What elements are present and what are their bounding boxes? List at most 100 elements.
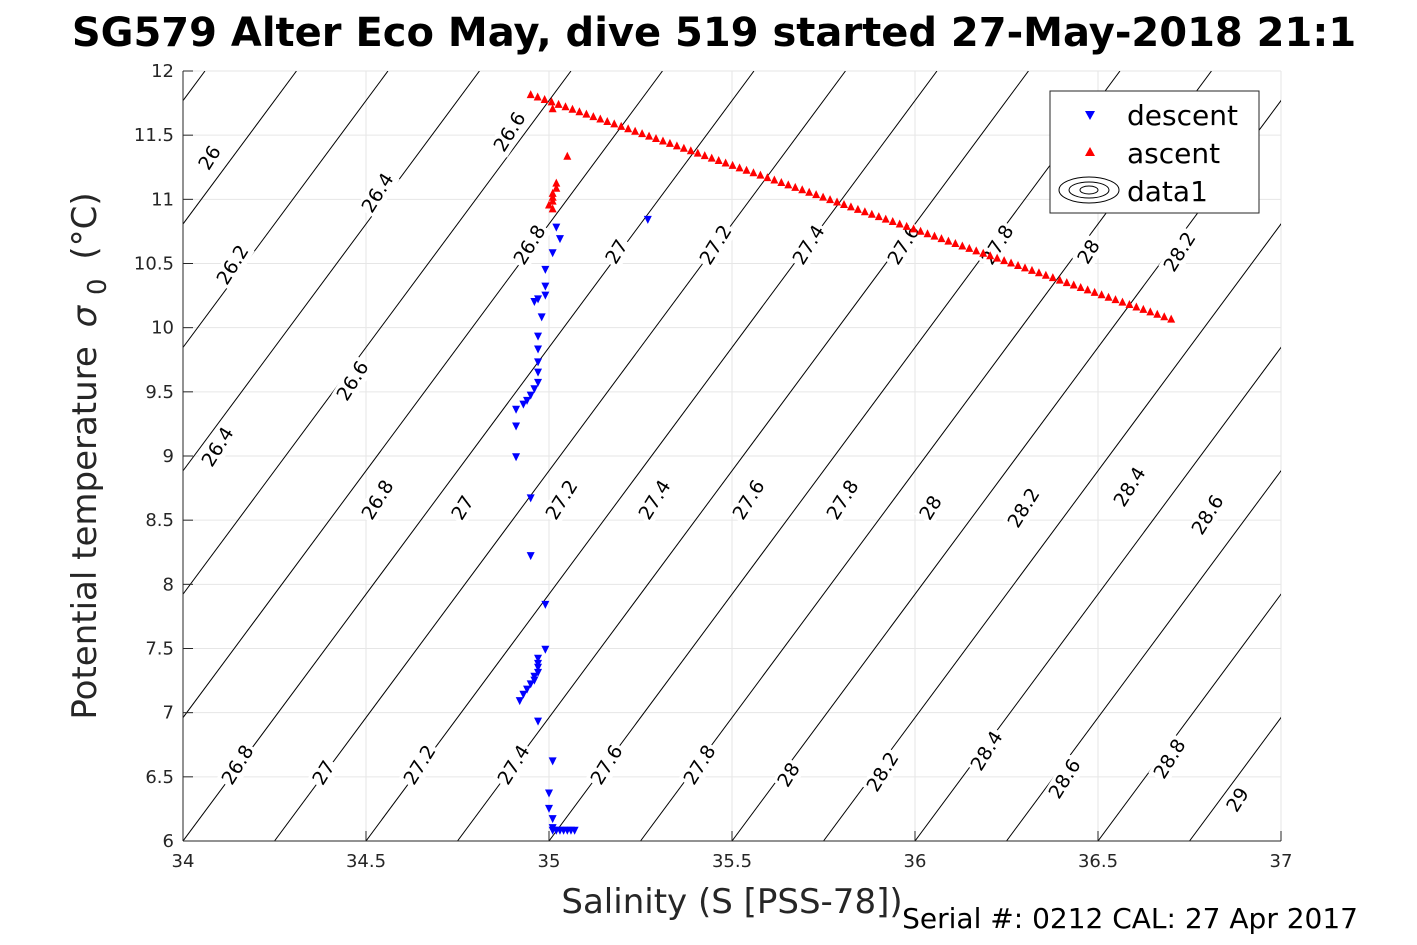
descent-point — [545, 804, 553, 813]
x-tick-label: 34 — [172, 851, 195, 872]
y-tick-label: 8.5 — [145, 510, 174, 531]
ascent-point — [700, 151, 709, 160]
ascent-point — [1160, 312, 1169, 321]
ascent-point — [805, 187, 814, 196]
ascent-point — [1020, 263, 1029, 272]
ascent-point — [826, 195, 835, 204]
ascent-point — [1146, 307, 1155, 316]
data-points — [512, 90, 1176, 835]
ascent-point — [658, 136, 667, 145]
chart-title: SG579 Alter Eco May, dive 519 started 27… — [72, 10, 1356, 56]
descent-point — [512, 422, 521, 431]
ascent-point — [756, 170, 765, 179]
ascent-point — [603, 116, 612, 125]
y-axis-label: Potential temperature σ 0 (°C) — [65, 192, 115, 719]
axes: 34 34.5 35 35.5 36 36.5 37 6 6.5 7 7.5 8 8.5 9 9.5 10 10… — [134, 61, 1293, 872]
ascent-point — [540, 94, 549, 103]
descent-point — [515, 697, 524, 706]
isopycnal-line — [1097, 593, 1281, 841]
y-tick-label: 6.5 — [145, 767, 174, 788]
ascent-point — [1000, 256, 1009, 265]
descent-point — [548, 249, 557, 258]
ascent-point — [721, 158, 730, 167]
ascent-point — [1104, 292, 1113, 301]
ascent-point — [1167, 314, 1176, 323]
x-tick-label: 36.5 — [1078, 851, 1118, 872]
descent-point — [512, 405, 521, 414]
contour-label-bg — [307, 755, 341, 791]
contour-label-bg — [965, 725, 1009, 777]
ascent-point — [1076, 282, 1085, 291]
ascent-point — [860, 207, 869, 216]
ascent-point — [582, 109, 591, 118]
y-axis-label-subscript: 0 — [83, 278, 113, 295]
descent-point — [552, 223, 561, 232]
ascent-point — [652, 134, 661, 143]
legend: descent ascent data1 — [1049, 90, 1260, 214]
ascent-point — [993, 253, 1002, 262]
descent-point — [519, 400, 528, 409]
ascent-point — [1139, 304, 1148, 313]
ascent-point — [742, 165, 751, 174]
ascent-point — [986, 251, 995, 260]
ascent-point — [714, 156, 723, 165]
contour-label-bg — [216, 739, 260, 791]
ascent-point — [1111, 295, 1120, 304]
isopycnal-line — [183, 71, 572, 596]
ascent-point — [770, 175, 779, 184]
ascent-point — [853, 204, 862, 213]
ascent-point — [1118, 297, 1127, 306]
descent-point — [523, 685, 532, 694]
ascent-point — [958, 241, 967, 250]
y-tick-label: 11 — [151, 189, 174, 210]
y-tick-label: 6 — [163, 831, 174, 852]
ascent-point — [923, 229, 932, 238]
descent-point — [526, 680, 535, 689]
descent-point — [530, 385, 539, 394]
ascent-point — [951, 239, 960, 248]
isopycnal-line — [183, 71, 297, 225]
ascent-point — [784, 180, 793, 189]
ascent-point — [568, 104, 577, 113]
ascent-point — [937, 234, 946, 243]
ascent-point — [547, 97, 556, 106]
contour-label-bg — [492, 739, 536, 791]
ascent-point — [1083, 285, 1092, 294]
legend-contour-icon — [1058, 176, 1120, 204]
descent-point — [541, 265, 550, 274]
ascent-point — [552, 178, 561, 187]
isopycnal-line — [1280, 840, 1281, 841]
ascent-point — [888, 217, 897, 226]
ascent-point — [1048, 273, 1057, 282]
isopycnal-line — [274, 71, 846, 841]
descent-point — [548, 826, 557, 835]
ascent-point — [575, 107, 584, 116]
descent-point — [548, 757, 557, 766]
ascent-point — [596, 114, 605, 123]
x-tick-label: 36 — [904, 851, 927, 872]
y-tick-label: 12 — [151, 61, 174, 82]
ascent-point — [533, 92, 542, 101]
contour-lines — [183, 71, 1281, 841]
ascent-point — [1007, 258, 1016, 267]
contour-label-bg — [914, 490, 948, 526]
ascent-point — [624, 124, 633, 133]
ascent-point — [548, 196, 557, 205]
descent-point — [534, 295, 543, 304]
ascent-point — [679, 143, 688, 152]
legend-data1-label: data1 — [1127, 175, 1208, 208]
isopycnal-line — [1006, 469, 1281, 841]
descent-point — [519, 690, 528, 699]
descent-point — [541, 600, 550, 609]
ascent-point — [631, 126, 640, 135]
y-tick-label: 7.5 — [145, 639, 174, 660]
contour-label-bg — [861, 746, 905, 798]
ascent-point — [819, 192, 828, 201]
ascent-point — [916, 226, 925, 235]
legend-descent-marker — [1085, 111, 1095, 120]
ascent-point — [1125, 300, 1134, 309]
ascent-point — [707, 153, 716, 162]
ascent-point — [548, 104, 557, 113]
descent-point — [534, 358, 543, 367]
descent-point — [526, 391, 535, 400]
